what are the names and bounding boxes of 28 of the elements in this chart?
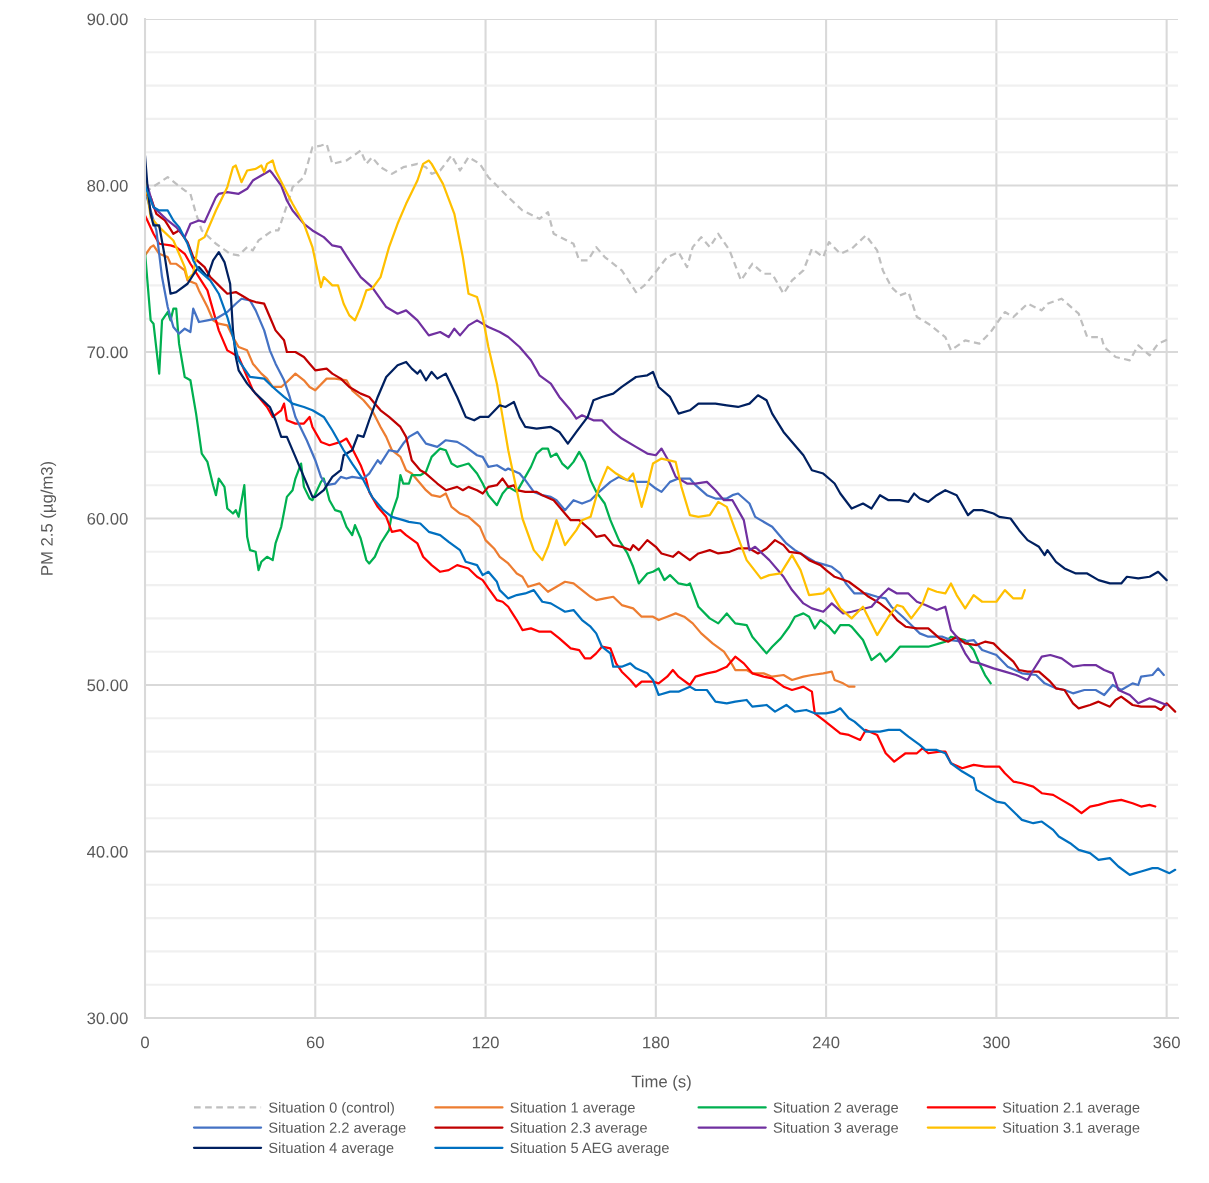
legend-label: Situation 3 average bbox=[773, 1122, 898, 1136]
y-tick-label: 90.00 bbox=[87, 13, 128, 26]
y-tick-label: 70.00 bbox=[87, 346, 128, 359]
legend-label: Situation 4 average bbox=[269, 1142, 394, 1156]
line-series bbox=[145, 244, 856, 688]
y-tick-label: 30.00 bbox=[87, 1012, 128, 1025]
legend-label: Situation 2.2 average bbox=[269, 1122, 406, 1136]
x-tick-label: 240 bbox=[813, 1036, 840, 1049]
legend-label: Situation 0 (control) bbox=[269, 1102, 394, 1116]
legend-label: Situation 2.1 average bbox=[1002, 1102, 1140, 1116]
x-tick-label: 180 bbox=[643, 1036, 670, 1049]
y-tick-label: 50.00 bbox=[87, 679, 128, 692]
x-tick-label: 300 bbox=[983, 1036, 1010, 1049]
legend-label: Situation 3.1 average bbox=[1002, 1122, 1140, 1136]
x-tick-label: 0 bbox=[141, 1036, 149, 1049]
x-tick-label: 120 bbox=[472, 1036, 499, 1049]
x-axis-title: Time (s) bbox=[631, 1075, 691, 1091]
legend-label: Situation 2 average bbox=[773, 1102, 898, 1116]
x-tick-label: 360 bbox=[1153, 1036, 1180, 1049]
y-tick-label: 80.00 bbox=[87, 179, 128, 192]
legend-label: Situation 5 AEG average bbox=[510, 1142, 669, 1156]
y-tick-label: 60.00 bbox=[87, 512, 128, 525]
x-tick-label: 60 bbox=[306, 1036, 324, 1049]
line-series bbox=[145, 159, 1026, 637]
legend-label: Situation 1 average bbox=[510, 1102, 635, 1116]
y-tick-label: 40.00 bbox=[87, 845, 128, 858]
legend-label: Situation 2.3 average bbox=[510, 1122, 647, 1136]
y-axis-title: PM 2.5 (µg/m3) bbox=[40, 461, 57, 575]
